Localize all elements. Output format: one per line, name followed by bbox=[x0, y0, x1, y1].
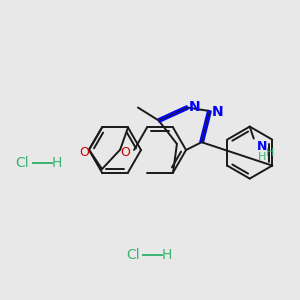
Text: H: H bbox=[162, 248, 172, 262]
Text: N: N bbox=[256, 140, 267, 153]
Text: O: O bbox=[79, 146, 89, 159]
Text: Cl: Cl bbox=[15, 156, 29, 170]
Text: N: N bbox=[188, 100, 200, 113]
Text: N: N bbox=[212, 105, 223, 119]
Text: O: O bbox=[120, 146, 130, 159]
Text: H: H bbox=[257, 152, 266, 162]
Text: H: H bbox=[266, 148, 274, 158]
Text: Cl: Cl bbox=[126, 248, 140, 262]
Text: H: H bbox=[52, 156, 62, 170]
